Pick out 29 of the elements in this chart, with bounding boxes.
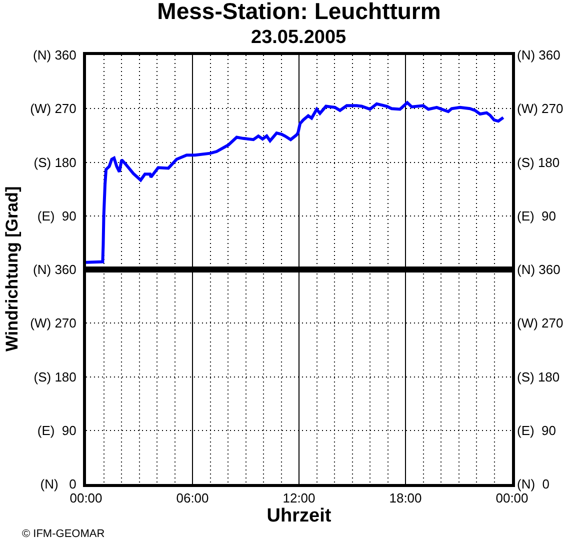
x-tick-label: 06:00 <box>176 490 209 506</box>
y-tick-label: (S) 180 <box>34 154 76 170</box>
y2-tick-label: (S) 180 <box>517 154 560 170</box>
x-tick-label: 12:00 <box>282 490 316 506</box>
y2-tick-label: (W) 270 <box>517 316 564 331</box>
x-tick-label: 00:00 <box>496 490 528 506</box>
y2-tick-label: (N) 360 <box>517 262 560 278</box>
y-tick-label: (W) 270 <box>30 101 76 116</box>
y-tick-label: (E) 90 <box>37 422 76 438</box>
chart-subtitle: 23.05.2005 <box>251 27 347 48</box>
y-tick-label: (N) 360 <box>33 48 76 63</box>
x-axis-title: Uhrzeit <box>266 506 332 527</box>
x-tick-label: 18:00 <box>389 490 422 506</box>
x-tick-label: 00:00 <box>70 490 102 506</box>
y2-tick-label: (E) 90 <box>517 422 556 438</box>
line-series <box>86 101 505 264</box>
y2-tick-label: (S) 180 <box>517 369 560 384</box>
y-axis-title: Windrichtung [Grad] <box>2 186 22 352</box>
text: © IFM-GEOMAR <box>22 528 105 539</box>
y-tick-label: (W) 270 <box>30 316 76 331</box>
y-tick-label: (S) 180 <box>34 369 76 384</box>
y-tick-label: (N) 0 <box>40 476 76 492</box>
chart-title: Mess-Station: Leuchtturm <box>157 0 441 24</box>
y2-tick-label: (N) 360 <box>517 48 560 63</box>
y2-tick-label: (E) 90 <box>517 208 556 224</box>
y-tick-label: (E) 90 <box>37 208 76 224</box>
y2-tick-label: (W) 270 <box>517 101 564 116</box>
y2-tick-label: (N) 0 <box>517 476 550 492</box>
y-tick-label: (N) 360 <box>33 262 76 278</box>
